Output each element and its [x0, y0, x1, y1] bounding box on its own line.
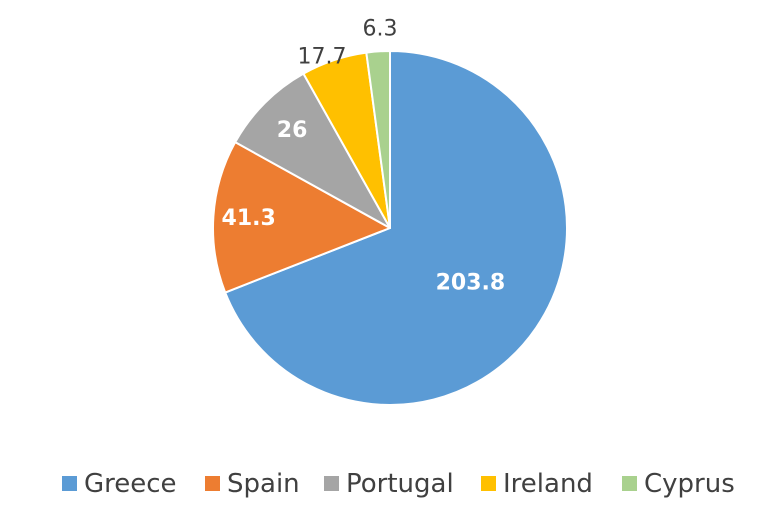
data-labels: 203.8 41.3 26 17.7 6.3	[222, 17, 506, 296]
legend-label-greece: Greece	[84, 469, 177, 499]
legend-label-ireland: Ireland	[503, 469, 593, 499]
legend-swatch-cyprus	[622, 476, 637, 491]
data-label-cyprus: 6.3	[363, 17, 398, 42]
pie-slice-spain	[212, 141, 391, 294]
data-label-ireland: 17.7	[298, 45, 347, 70]
data-label-spain: 41.3	[222, 206, 276, 231]
legend: Greece Spain Portugal Ireland Cyprus	[62, 469, 735, 499]
data-label-greece: 203.8	[436, 270, 506, 295]
legend-item-ireland: Ireland	[481, 469, 593, 499]
legend-label-spain: Spain	[227, 469, 300, 499]
legend-item-greece: Greece	[62, 469, 177, 499]
pie-slice-cyprus	[365, 50, 391, 229]
pie-slices	[212, 50, 568, 406]
legend-item-portugal: Portugal	[324, 469, 454, 499]
legend-swatch-portugal	[324, 476, 339, 491]
data-label-portugal: 26	[277, 118, 308, 143]
legend-label-cyprus: Cyprus	[644, 469, 735, 499]
legend-item-cyprus: Cyprus	[622, 469, 735, 499]
legend-item-spain: Spain	[205, 469, 300, 499]
pie-slice-portugal	[234, 72, 391, 229]
pie-slice-greece	[224, 50, 568, 406]
legend-swatch-spain	[205, 476, 220, 491]
legend-swatch-ireland	[481, 476, 496, 491]
legend-swatch-greece	[62, 476, 77, 491]
legend-label-portugal: Portugal	[346, 469, 454, 499]
